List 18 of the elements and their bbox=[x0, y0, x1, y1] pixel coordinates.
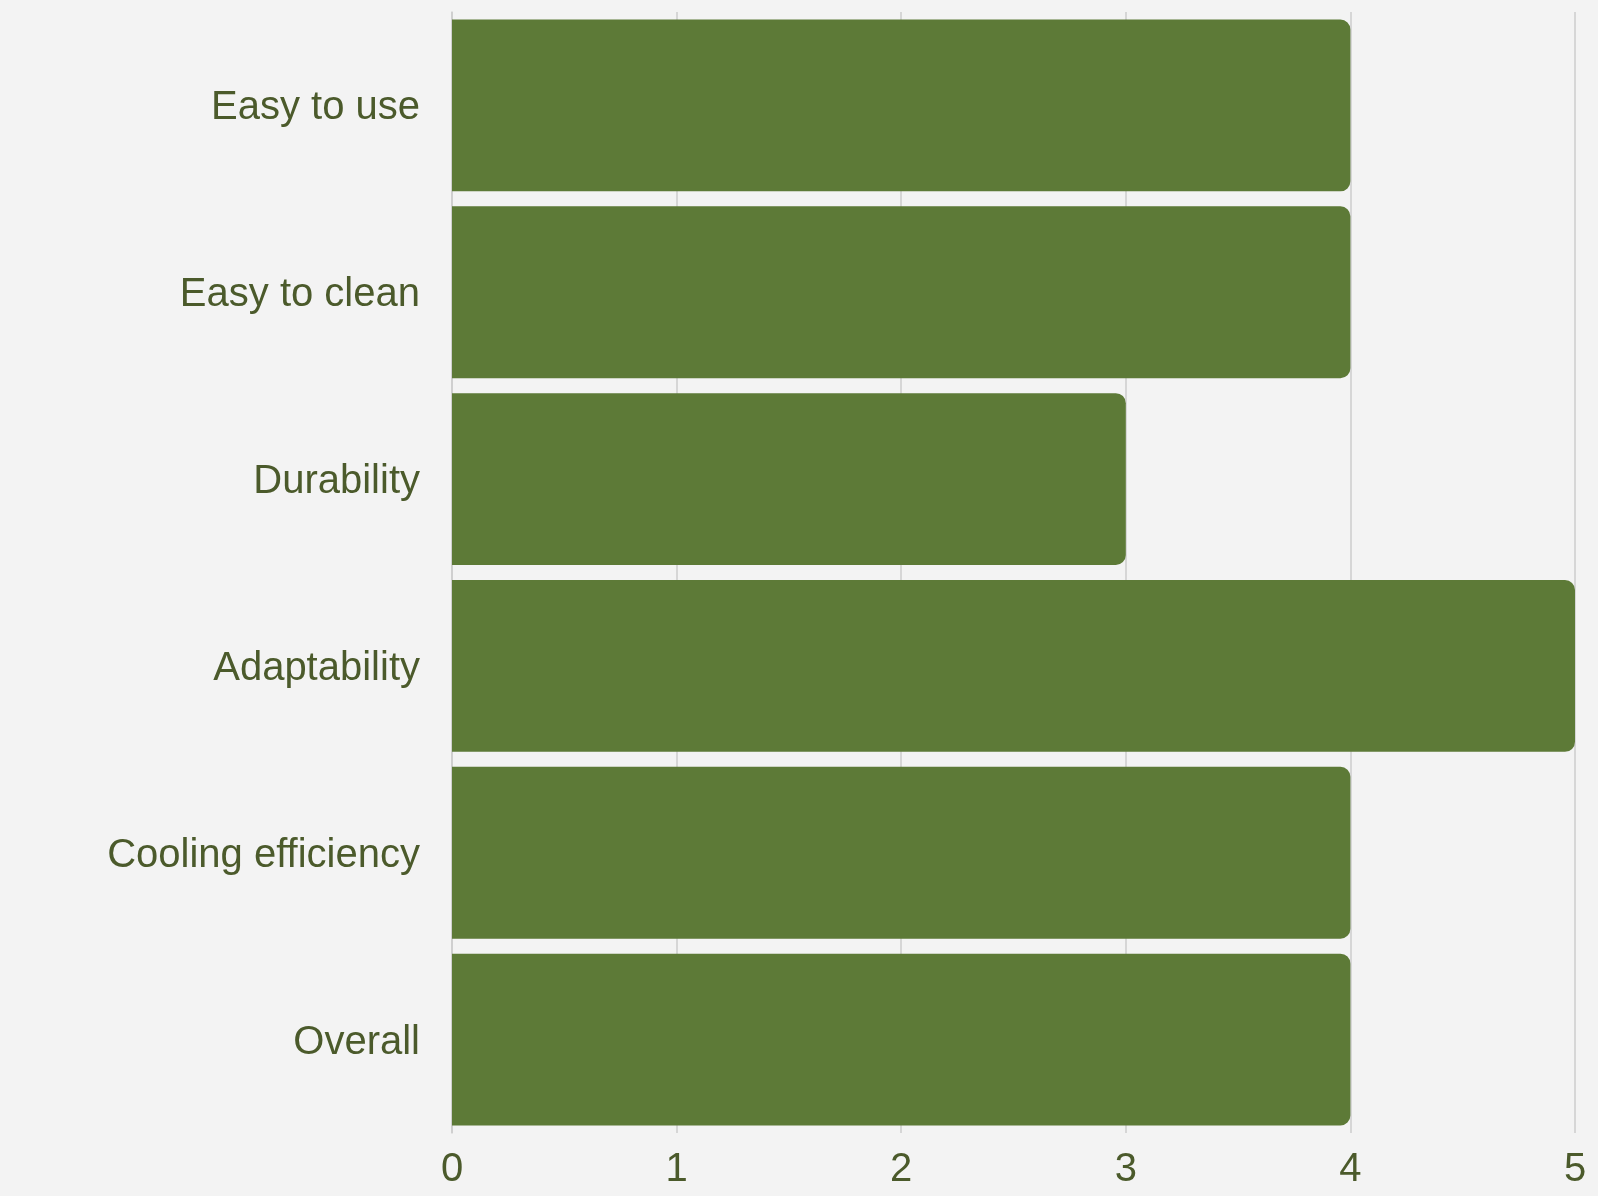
x-tick-label: 2 bbox=[890, 1145, 913, 1189]
bar bbox=[452, 206, 1351, 379]
bar bbox=[452, 953, 1351, 1126]
y-tick-label: Cooling efficiency bbox=[107, 830, 420, 875]
x-tick-label: 4 bbox=[1339, 1145, 1362, 1189]
y-tick-label: Overall bbox=[293, 1017, 420, 1062]
bar bbox=[452, 393, 1126, 566]
y-tick-label: Easy to clean bbox=[179, 270, 420, 315]
x-tick-label: 0 bbox=[440, 1145, 464, 1189]
bar bbox=[452, 766, 1351, 939]
bar bbox=[452, 579, 1575, 752]
bar bbox=[452, 19, 1351, 192]
y-tick-label: Easy to use bbox=[210, 83, 420, 128]
y-tick-label: Adaptability bbox=[213, 643, 420, 688]
x-tick-label: 1 bbox=[665, 1145, 688, 1189]
y-tick-label: Durability bbox=[253, 457, 420, 502]
x-tick-label: 3 bbox=[1114, 1145, 1137, 1189]
x-tick-label: 5 bbox=[1563, 1145, 1587, 1189]
